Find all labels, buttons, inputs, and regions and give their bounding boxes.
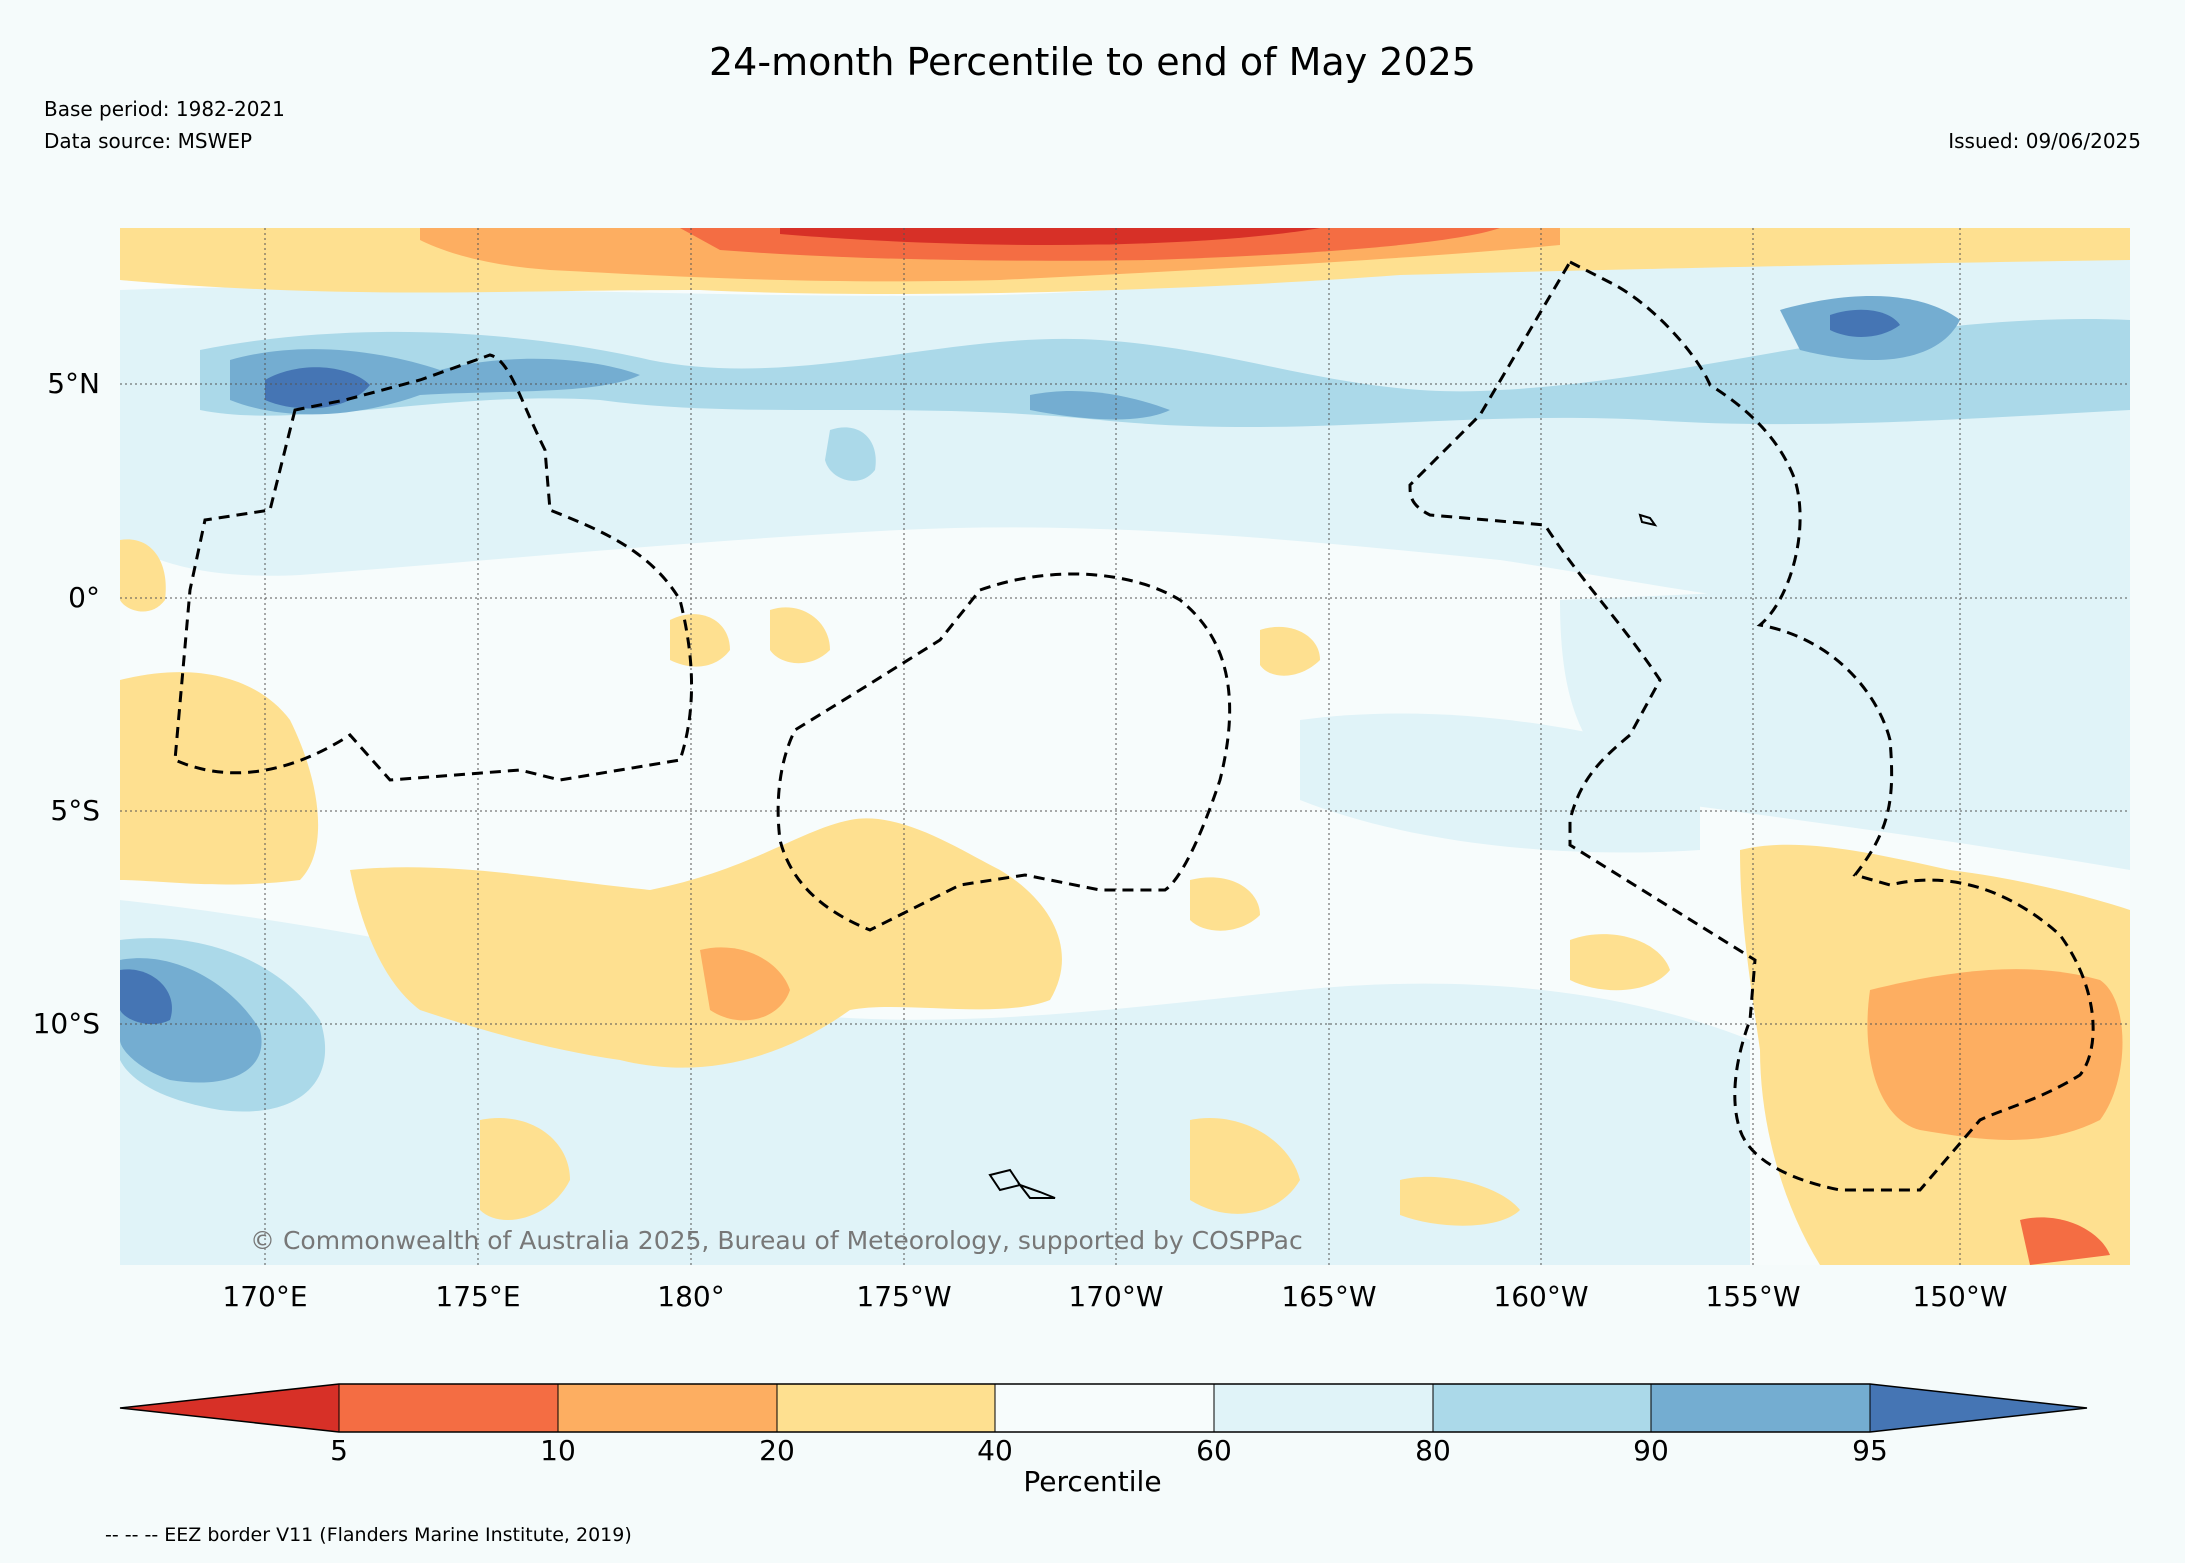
band-20-40-central (350, 818, 1062, 1068)
band-20-40-central-3 (770, 607, 830, 664)
colorbar-tick-80: 80 (1415, 1434, 1451, 1467)
band-10-20-east (1867, 969, 2123, 1140)
colorbar-tick-20: 20 (759, 1434, 795, 1467)
lon-label-175w: 175°W (856, 1280, 952, 1313)
colorbar-segment-40-60 (995, 1384, 1214, 1432)
band-20-40-west (120, 539, 166, 612)
lon-label-180: 180° (657, 1280, 725, 1313)
base-period-text: Base period: 1982-2021 (44, 97, 285, 121)
lat-label-10s: 10°S (32, 1007, 100, 1040)
band-95-northeast (1830, 309, 1900, 337)
band-20-40-west-2 (120, 672, 319, 885)
islands (988, 513, 1658, 1199)
colorbar-tick-90: 90 (1633, 1434, 1669, 1467)
eez-legend-note: -- -- -- EEZ border V11 (Flanders Marine… (105, 1524, 632, 1546)
lon-label-175e: 175°E (435, 1280, 521, 1313)
band-0-5-north (780, 228, 1320, 245)
lon-label-160w: 160°W (1493, 1280, 1589, 1313)
graticule (120, 228, 2130, 1265)
colorbar-segment-below-5 (120, 1384, 339, 1432)
issued-date-text: Issued: 09/06/2025 (1948, 129, 2141, 153)
colorbar-segment-90-95 (1651, 1384, 1870, 1432)
eez-border-kiribati-gilbert (173, 353, 693, 782)
lon-label-170e: 170°E (222, 1280, 308, 1313)
colorbar-segment-60-80 (1214, 1384, 1433, 1432)
band-20-40-south-2 (1190, 1118, 1300, 1214)
colorbar-segment-20-40 (777, 1384, 995, 1432)
map-plot-area (120, 228, 2130, 1265)
lat-label-5n: 5°N (47, 367, 100, 400)
eez-border-kiribati-line (1408, 260, 2095, 1192)
band-20-40-south-3 (1400, 1176, 1520, 1226)
eez-border-tokelau (776, 572, 1232, 932)
band-90-95-central (1030, 390, 1170, 420)
colorbar-tick-5: 5 (330, 1434, 348, 1467)
lon-label-150w: 150°W (1912, 1280, 2008, 1313)
colorbar-segment-5-10 (339, 1384, 558, 1432)
copyright-text: © Commonwealth of Australia 2025, Bureau… (250, 1226, 1303, 1255)
band-95-north (265, 367, 370, 409)
band-20-40-south-1 (480, 1118, 570, 1220)
island-christmas (1638, 513, 1658, 527)
band-60-80-north (120, 240, 2130, 615)
colorbar-segment-10-20 (558, 1384, 777, 1432)
band-20-40-southeast-small (1570, 934, 1670, 991)
colorbar (119, 1383, 2088, 1433)
colorbar-tick-60: 60 (1196, 1434, 1232, 1467)
band-5-10-east (2020, 1217, 2110, 1265)
colorbar-tick-40: 40 (977, 1434, 1013, 1467)
band-80-90-spot (825, 427, 876, 481)
band-20-40-east-mid (1260, 626, 1320, 676)
band-95-southwest (120, 969, 172, 1025)
lon-label-170w: 170°W (1068, 1280, 1164, 1313)
eez-borders (173, 260, 2095, 1192)
band-60-80-east (1560, 560, 2130, 870)
band-80-90-north (200, 319, 2130, 428)
lon-label-165w: 165°W (1281, 1280, 1377, 1313)
colorbar-tick-10: 10 (540, 1434, 576, 1467)
data-source-text: Data source: MSWEP (44, 129, 253, 153)
band-10-20-central (700, 947, 790, 1021)
colorbar-segment-80-90 (1433, 1384, 1651, 1432)
island-samoa-2 (1017, 1182, 1056, 1199)
lat-label-5s: 5°S (50, 794, 100, 827)
band-20-40-mid (1190, 877, 1260, 931)
lon-label-155w: 155°W (1705, 1280, 1801, 1313)
lat-label-0: 0° (68, 581, 100, 614)
colorbar-label: Percentile (1023, 1465, 1162, 1498)
map-title: 24-month Percentile to end of May 2025 (709, 40, 1476, 84)
colorbar-segment-above-95 (1870, 1384, 2087, 1432)
colorbar-tick-95: 95 (1852, 1434, 1888, 1467)
